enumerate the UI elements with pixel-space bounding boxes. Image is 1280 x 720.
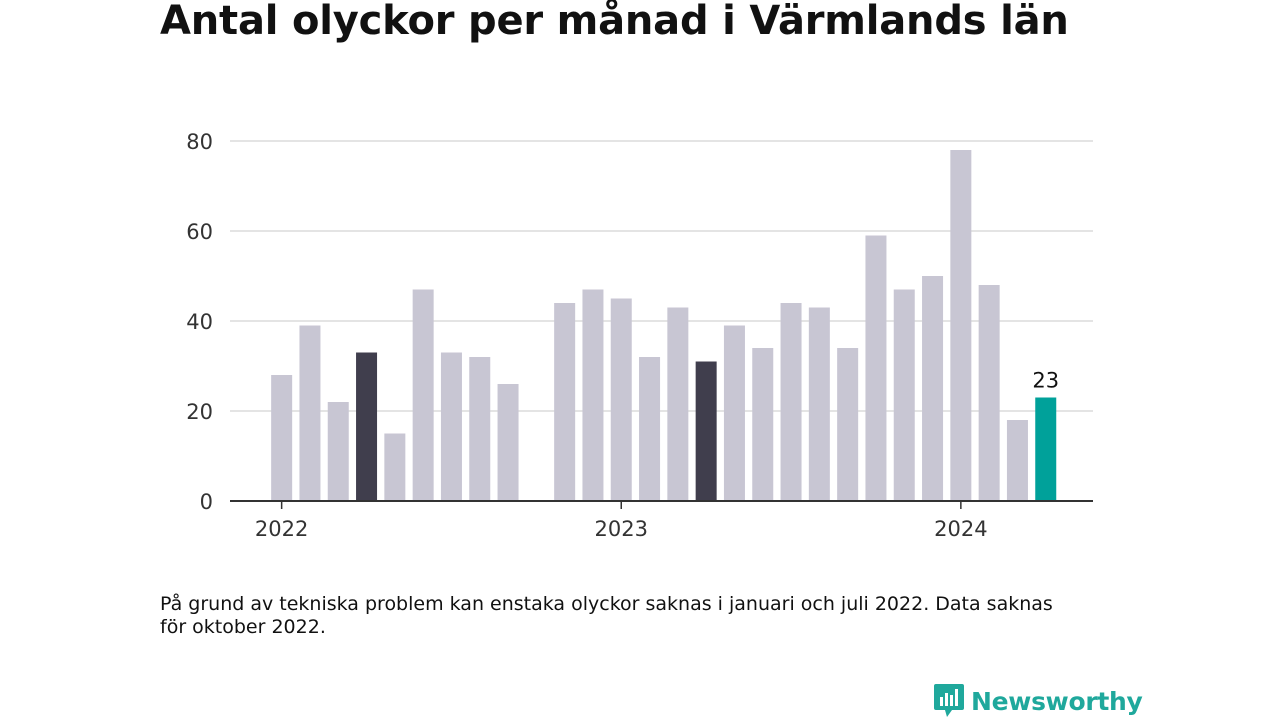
bar-2022-07 — [440, 352, 462, 501]
bar-2022-06 — [412, 289, 434, 501]
bar-2024-02 — [978, 285, 1000, 501]
bar-2022-01 — [271, 375, 293, 501]
bar-2022-04 — [356, 352, 378, 501]
x-tick-label: 2024 — [934, 517, 987, 541]
bar-2023-01 — [610, 298, 632, 501]
bar-chart: 0 20 40 60 80 2022 2023 2024 23 — [186, 130, 1093, 541]
bar-2023-11 — [893, 289, 915, 501]
bar-2023-04 — [695, 361, 717, 501]
bar-2023-08 — [808, 307, 830, 501]
bar-2023-10 — [865, 235, 887, 501]
x-axis-ticks: 2022 2023 2024 — [255, 501, 988, 541]
bar-2022-09 — [497, 384, 519, 501]
brand: Newsworthy — [933, 683, 1143, 719]
bar-2023-07 — [780, 303, 802, 501]
annotations: 23 — [1032, 369, 1059, 393]
bar-2022-12 — [582, 289, 604, 501]
bar-2022-11 — [554, 303, 576, 501]
bar-2022-08 — [469, 357, 491, 501]
bar-2023-05 — [723, 325, 745, 501]
x-tick-label: 2022 — [255, 517, 308, 541]
bar-2024-04 — [1035, 397, 1057, 501]
footnote: På grund av tekniska problem kan enstaka… — [160, 593, 1053, 638]
data-label: 23 — [1032, 369, 1059, 393]
y-axis-ticks: 0 20 40 60 80 — [186, 130, 213, 514]
bar-2022-02 — [299, 325, 321, 501]
x-tick-label: 2023 — [595, 517, 648, 541]
bar-2024-03 — [1006, 420, 1028, 501]
newsworthy-logo-icon — [934, 684, 964, 717]
bar-2023-09 — [837, 348, 859, 501]
brand-name: Newsworthy — [971, 686, 1143, 716]
bar-2023-12 — [922, 276, 944, 501]
bars — [271, 150, 1057, 501]
y-tick-label: 80 — [186, 130, 213, 154]
y-tick-label: 0 — [200, 490, 213, 514]
bar-2023-06 — [752, 348, 774, 501]
bar-2022-03 — [327, 402, 349, 501]
chart-title: Antal olyckor per månad i Värmlands län — [160, 0, 1069, 44]
y-tick-label: 20 — [186, 400, 213, 424]
y-tick-label: 60 — [186, 220, 213, 244]
bar-2022-05 — [384, 433, 406, 501]
bar-2023-02 — [639, 357, 661, 501]
bar-2023-03 — [667, 307, 689, 501]
bar-2024-01 — [950, 150, 972, 501]
y-tick-label: 40 — [186, 310, 213, 334]
